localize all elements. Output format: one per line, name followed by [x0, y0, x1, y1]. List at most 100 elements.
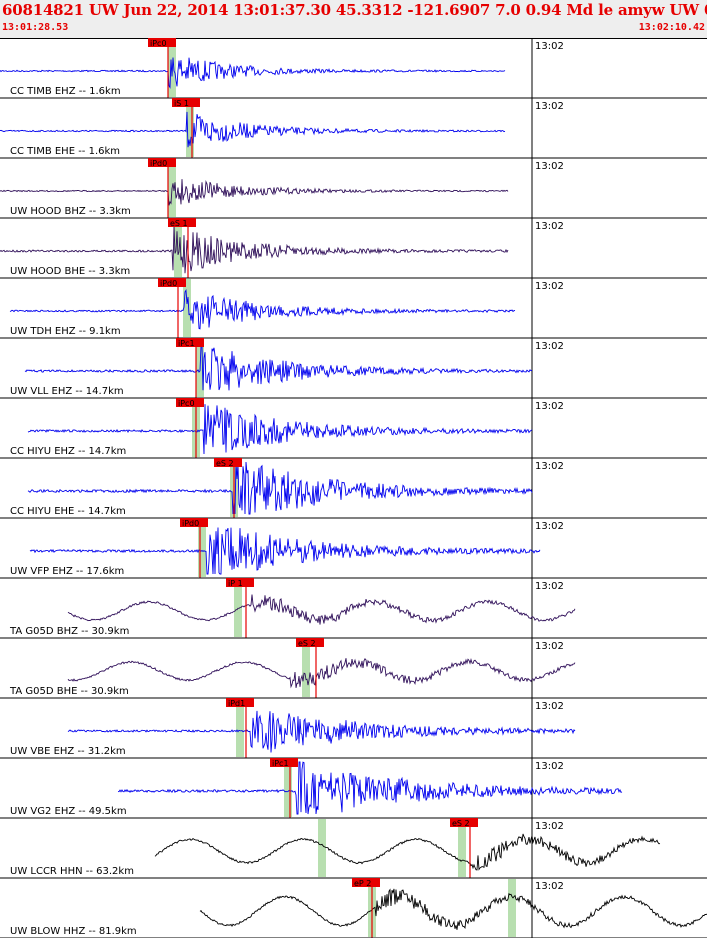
- phase-pick-tag[interactable]: [168, 218, 196, 227]
- pick-window-band: [508, 879, 516, 937]
- phase-pick-tag[interactable]: [450, 818, 478, 827]
- pick-window-band: [302, 639, 310, 697]
- phase-pick-tag[interactable]: [176, 398, 204, 407]
- pick-window-band: [318, 819, 326, 877]
- seismogram-waveform: [154, 833, 661, 871]
- trace-panel[interactable]: 13:02 iPc1 UW VG2 EHZ -- 49.5km: [0, 758, 707, 819]
- time-mark-label: 13:02: [535, 581, 564, 592]
- time-mark-label: 13:02: [535, 101, 564, 112]
- time-mark-label: 13:02: [535, 461, 564, 472]
- event-title: 60814821 UW Jun 22, 2014 13:01:37.30 45.…: [2, 1, 707, 19]
- trace-panel[interactable]: 13:02 eS 2 UW LCCR HHN -- 63.2km: [0, 818, 707, 879]
- seismogram-waveform: [27, 404, 533, 455]
- phase-pick-tag[interactable]: [226, 578, 254, 587]
- time-mark-label: 13:02: [535, 821, 564, 832]
- trace-panel[interactable]: 13:02 iP 1 TA G05D BHZ -- 30.9km: [0, 578, 707, 639]
- phase-pick-tag[interactable]: [226, 698, 254, 707]
- time-mark-label: 13:02: [535, 761, 564, 772]
- phase-pick-label: iPc1: [178, 339, 195, 348]
- seismogram-waveform: [117, 761, 623, 815]
- phase-pick-tag[interactable]: [352, 878, 380, 887]
- phase-pick-label: iPd0: [182, 519, 199, 528]
- phase-pick-tag[interactable]: [148, 158, 176, 167]
- trace-panel[interactable]: 13:02 iPd0 UW HOOD BHZ -- 3.3km: [0, 158, 707, 219]
- phase-pick-tag[interactable]: [214, 458, 242, 467]
- phase-pick-label: eP 2: [354, 879, 371, 888]
- trace-panel[interactable]: 13:02 iPd0 UW VFP EHZ -- 17.6km: [0, 518, 707, 579]
- station-label: UW HOOD BHE -- 3.3km: [10, 266, 130, 277]
- trace-panel[interactable]: 13:02 eS 1 UW HOOD BHE -- 3.3km: [0, 218, 707, 279]
- phase-pick-label: eS 2: [298, 639, 316, 648]
- station-label: UW VFP EHZ -- 17.6km: [10, 566, 124, 577]
- phase-pick-tag[interactable]: [270, 758, 298, 767]
- phase-pick-label: iPc0: [150, 39, 167, 48]
- phase-pick-label: iPc1: [272, 759, 289, 768]
- trace-panel[interactable]: 13:02 iPc0 CC HIYU EHZ -- 14.7km: [0, 398, 707, 459]
- seismogram-waveform: [9, 289, 516, 330]
- station-label: UW HOOD BHZ -- 3.3km: [10, 206, 131, 217]
- phase-pick-label: iPd1: [228, 699, 245, 708]
- pick-window-band: [186, 99, 194, 157]
- seismogram-waveform: [67, 710, 576, 753]
- seismogram-waveform: [67, 657, 576, 689]
- trace-panel[interactable]: 13:02 eP 2 UW BLOW HHZ -- 81.9km: [0, 878, 707, 939]
- phase-pick-label: eS 2: [452, 819, 470, 828]
- trace-panel[interactable]: 13:02 eS 2 CC HIYU EHE -- 14.7km: [0, 458, 707, 519]
- phase-pick-label: iPd0: [160, 279, 177, 288]
- window-end-time: 13:02:10.42: [638, 22, 705, 33]
- time-mark-label: 13:02: [535, 341, 564, 352]
- trace-panel[interactable]: 13:02 iPc1 UW VLL EHZ -- 14.7km: [0, 338, 707, 399]
- trace-panel[interactable]: 13:02 iPd1 UW VBE EHZ -- 31.2km: [0, 698, 707, 759]
- phase-pick-tag[interactable]: [296, 638, 324, 647]
- station-label: UW VLL EHZ -- 14.7km: [10, 386, 124, 397]
- seismogram-waveform: [24, 344, 533, 391]
- phase-pick-label: eS 1: [170, 219, 188, 228]
- station-label: TA G05D BHE -- 30.9km: [9, 686, 129, 697]
- seismogram-canvas[interactable]: 13:02 iPc0 CC TIMB EHZ -- 1.6km 13:02 iS 1 CC…: [0, 38, 707, 939]
- station-label: TA G05D BHZ -- 30.9km: [9, 626, 129, 637]
- station-label: CC HIYU EHE -- 14.7km: [10, 506, 126, 517]
- window-start-time: 13:01:28.53: [2, 22, 69, 33]
- phase-pick-label: iPd0: [150, 159, 167, 168]
- seismogram-waveform: [27, 461, 533, 515]
- phase-pick-tag[interactable]: [148, 38, 176, 47]
- seismogram-waveform: [199, 888, 707, 930]
- seismogram-waveform: [0, 57, 506, 89]
- time-mark-label: 13:02: [535, 701, 564, 712]
- time-mark-label: 13:02: [535, 161, 564, 172]
- time-mark-label: 13:02: [535, 281, 564, 292]
- trace-panel[interactable]: 13:02 iS 1 CC TIMB EHE -- 1.6km: [0, 98, 707, 159]
- station-label: UW TDH EHZ -- 9.1km: [10, 326, 121, 337]
- station-label: UW VBE EHZ -- 31.2km: [10, 746, 126, 757]
- phase-pick-label: eS 2: [216, 459, 234, 468]
- trace-panel[interactable]: 13:02 iPc0 CC TIMB EHZ -- 1.6km: [0, 38, 707, 99]
- event-header: 60814821 UW Jun 22, 2014 13:01:37.30 45.…: [0, 0, 707, 39]
- trace-panel[interactable]: 13:02 eS 2 TA G05D BHE -- 30.9km: [0, 638, 707, 699]
- station-label: UW LCCR HHN -- 63.2km: [10, 866, 134, 877]
- seismogram-waveform: [0, 111, 506, 148]
- phase-pick-tag[interactable]: [180, 518, 208, 527]
- seismogram-waveform: [0, 224, 509, 274]
- station-label: CC TIMB EHZ -- 1.6km: [10, 86, 121, 97]
- time-mark-label: 13:02: [535, 881, 564, 892]
- pick-window-band: [198, 519, 206, 577]
- seismogram-panels[interactable]: 13:02 iPc0 CC TIMB EHZ -- 1.6km 13:02 iS 1 CC…: [0, 38, 707, 939]
- station-label: CC TIMB EHE -- 1.6km: [10, 146, 120, 157]
- pick-window-band: [236, 699, 244, 757]
- seismogram-waveform: [29, 527, 541, 575]
- phase-pick-tag[interactable]: [172, 98, 200, 107]
- phase-pick-label: iP 1: [228, 579, 243, 588]
- time-mark-label: 13:02: [535, 41, 564, 52]
- station-label: UW VG2 EHZ -- 49.5km: [10, 806, 127, 817]
- pick-window-band: [284, 759, 292, 817]
- phase-pick-tag[interactable]: [158, 278, 186, 287]
- seismogram-waveform: [67, 594, 576, 625]
- time-mark-label: 13:02: [535, 521, 564, 532]
- phase-pick-label: iS 1: [174, 99, 189, 108]
- trace-panel[interactable]: 13:02 iPd0 UW TDH EHZ -- 9.1km: [0, 278, 707, 339]
- phase-pick-tag[interactable]: [176, 338, 204, 347]
- pick-window-band: [183, 279, 191, 337]
- time-mark-label: 13:02: [535, 641, 564, 652]
- time-mark-label: 13:02: [535, 221, 564, 232]
- station-label: UW BLOW HHZ -- 81.9km: [10, 926, 137, 937]
